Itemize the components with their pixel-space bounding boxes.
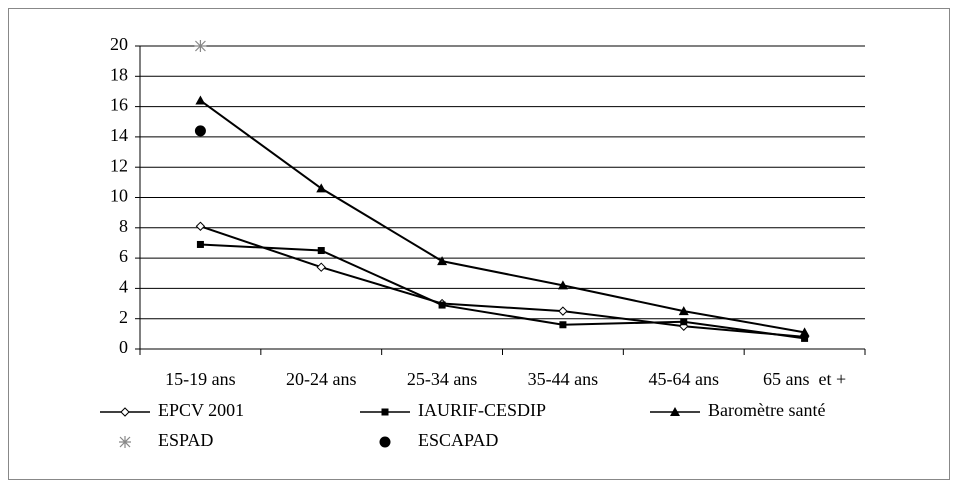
y-tick-label: 0 bbox=[119, 337, 128, 357]
y-tick-label: 6 bbox=[119, 246, 128, 266]
y-tick-label: 14 bbox=[110, 125, 128, 145]
marker bbox=[317, 247, 325, 255]
x-tick-label: 35-44 ans bbox=[528, 369, 599, 389]
marker bbox=[381, 408, 389, 416]
y-tick-label: 10 bbox=[110, 186, 128, 206]
marker bbox=[438, 301, 446, 309]
marker bbox=[316, 183, 327, 193]
y-tick-label: 16 bbox=[110, 95, 128, 115]
legend-label: IAURIF-CESDIP bbox=[418, 400, 546, 420]
x-tick-label: 15-19 ans bbox=[165, 369, 236, 389]
y-tick-label: 18 bbox=[110, 64, 128, 84]
y-tick-label: 4 bbox=[119, 277, 128, 297]
marker bbox=[316, 262, 326, 272]
marker bbox=[678, 306, 689, 316]
series-line bbox=[200, 225, 805, 338]
x-tick-label: 45-64 ans bbox=[649, 369, 720, 389]
chart-frame bbox=[8, 8, 950, 480]
x-tick-label: 25-34 ans bbox=[407, 369, 478, 389]
legend-label: ESCAPAD bbox=[418, 430, 498, 450]
y-tick-label: 20 bbox=[110, 34, 128, 54]
y-tick-label: 8 bbox=[119, 216, 128, 236]
y-tick-label: 2 bbox=[119, 307, 128, 327]
marker bbox=[194, 40, 207, 52]
marker bbox=[680, 318, 688, 326]
series-line bbox=[199, 99, 805, 334]
marker bbox=[119, 436, 131, 448]
marker bbox=[799, 327, 810, 337]
x-tick-label: 20-24 ans bbox=[286, 369, 357, 389]
marker bbox=[437, 256, 448, 266]
series-line bbox=[200, 243, 805, 340]
marker bbox=[196, 240, 204, 248]
marker bbox=[670, 407, 680, 416]
legend-label: ESPAD bbox=[158, 430, 213, 450]
marker bbox=[195, 221, 206, 231]
marker bbox=[801, 334, 809, 342]
marker bbox=[195, 95, 206, 105]
legend-label: Baromètre santé bbox=[708, 400, 825, 420]
marker bbox=[559, 321, 567, 329]
marker bbox=[120, 407, 130, 417]
marker bbox=[194, 125, 206, 137]
marker bbox=[557, 280, 568, 290]
marker bbox=[558, 306, 568, 316]
y-tick-label: 12 bbox=[110, 155, 128, 175]
legend-label: EPCV 2001 bbox=[158, 400, 244, 420]
marker bbox=[379, 436, 391, 448]
x-tick-label: 65 ans et + bbox=[763, 369, 846, 389]
